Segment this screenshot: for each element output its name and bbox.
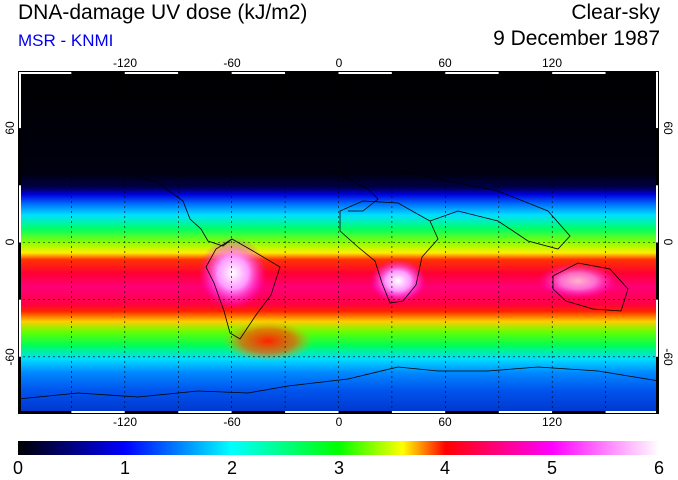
date-label: 9 December 1987 <box>493 27 660 50</box>
lon-label-bottom: 0 <box>335 415 343 429</box>
frame-ticks <box>18 71 659 414</box>
lat-label-left: -60 <box>3 348 17 366</box>
lat-label-right: 0 <box>661 238 675 246</box>
colorbar-tick-label: 0 <box>12 458 24 478</box>
australia-high-dose-area <box>538 263 618 299</box>
south-atlantic-high-dose-area <box>223 321 313 361</box>
graticule <box>18 71 659 414</box>
africa-coastline <box>339 200 439 304</box>
antarctica-coastline <box>18 366 659 400</box>
lon-label-bottom: -60 <box>223 415 241 429</box>
australia-coastline <box>552 262 629 312</box>
south-america-high-dose-area <box>199 237 267 309</box>
europe-coastline <box>332 170 379 212</box>
colorbar-tick-label: 5 <box>546 458 558 478</box>
colorbar-tick-label: 3 <box>333 458 345 478</box>
lat-label-left: 60 <box>3 121 17 135</box>
lat-label-right: -60 <box>661 348 675 366</box>
color-scale-bar <box>18 441 659 455</box>
colorbar-tick-label: 2 <box>226 458 238 478</box>
sky-condition-label: Clear-sky <box>571 1 660 24</box>
colorbar-tick-label: 6 <box>653 458 665 478</box>
lon-label-bottom: -120 <box>112 415 138 429</box>
colorbar-tick-label: 1 <box>119 458 131 478</box>
lat-label-right: 60 <box>661 121 675 135</box>
lon-label-top: -60 <box>223 56 241 70</box>
lon-label-bottom: 60 <box>438 415 452 429</box>
south-america-coastline <box>205 238 281 340</box>
north-america-coastline <box>135 175 233 247</box>
map-title: DNA-damage UV dose (kJ/m2) <box>18 1 308 24</box>
lon-label-top: 60 <box>438 56 452 70</box>
uv-dose-map <box>18 71 659 414</box>
lon-label-top: -120 <box>112 56 138 70</box>
lon-label-bottom: 120 <box>541 415 563 429</box>
lon-label-top: 120 <box>541 56 563 70</box>
source-label: MSR - KNMI <box>18 31 114 50</box>
lon-label-top: 0 <box>335 56 343 70</box>
southern-africa-high-dose-area <box>370 259 426 303</box>
colorbar-tick-label: 4 <box>439 458 451 478</box>
lat-label-left: 0 <box>3 238 17 246</box>
